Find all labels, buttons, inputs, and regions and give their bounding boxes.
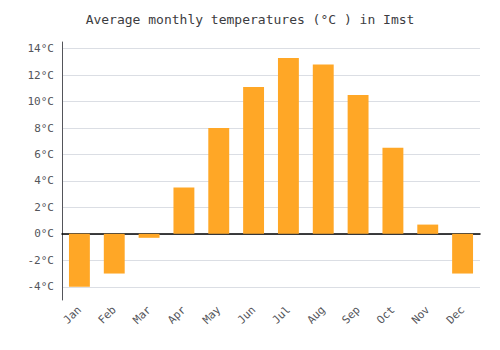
svg-text:12°C: 12°C xyxy=(28,69,55,82)
svg-text:Apr: Apr xyxy=(165,303,188,326)
svg-text:Mar: Mar xyxy=(130,303,153,326)
svg-text:4°C: 4°C xyxy=(34,174,54,187)
svg-text:Nov: Nov xyxy=(409,303,432,326)
svg-text:6°C: 6°C xyxy=(34,148,54,161)
svg-text:Oct: Oct xyxy=(374,303,397,326)
svg-text:Feb: Feb xyxy=(96,303,119,326)
svg-text:8°C: 8°C xyxy=(34,122,54,135)
svg-text:2°C: 2°C xyxy=(34,201,54,214)
svg-text:May: May xyxy=(200,303,223,326)
svg-text:Average monthly temperatures (: Average monthly temperatures (°C ) in Im… xyxy=(86,12,415,27)
svg-text:10°C: 10°C xyxy=(28,95,55,108)
svg-text:Jul: Jul xyxy=(270,303,293,326)
svg-text:Jun: Jun xyxy=(235,303,258,326)
svg-text:14°C: 14°C xyxy=(28,42,55,55)
svg-text:Dec: Dec xyxy=(444,303,467,326)
svg-text:-4°C: -4°C xyxy=(28,280,55,293)
svg-text:Sep: Sep xyxy=(339,303,362,326)
svg-text:-2°C: -2°C xyxy=(28,254,55,267)
svg-text:Aug: Aug xyxy=(305,303,328,326)
svg-text:Jan: Jan xyxy=(61,303,84,326)
svg-text:0°C: 0°C xyxy=(34,227,54,240)
